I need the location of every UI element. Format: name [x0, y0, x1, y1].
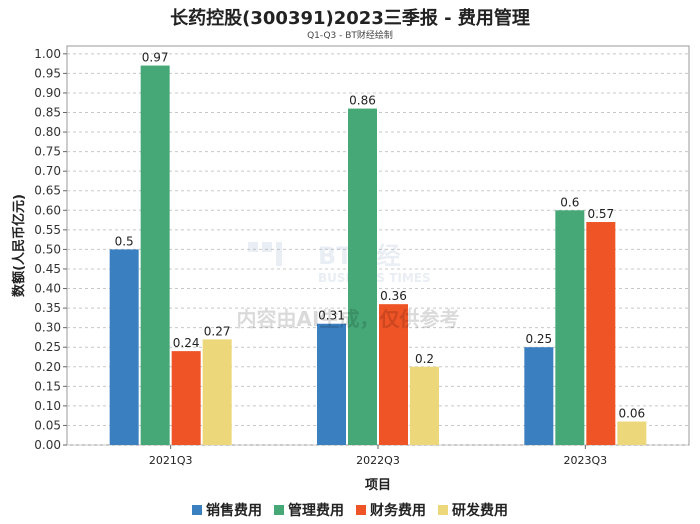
- data-label: 0.25: [525, 332, 552, 346]
- legend-label: 管理费用: [288, 503, 344, 519]
- y-tick-label: 0.20: [34, 360, 61, 374]
- bar: [410, 366, 439, 445]
- y-tick-label: 0.05: [34, 418, 61, 432]
- legend-swatch: [438, 505, 448, 515]
- data-label: 0.5: [115, 234, 134, 248]
- watermark-logo-mark: [248, 242, 258, 252]
- y-tick-label: 0.90: [34, 86, 61, 100]
- x-tick-label: 2021Q3: [149, 454, 193, 467]
- chart-title: 长药控股(300391)2023三季报 - 费用管理: [170, 8, 530, 29]
- data-label: 0.27: [204, 324, 231, 338]
- bar: [555, 210, 585, 445]
- y-tick-label: 0.65: [34, 184, 61, 198]
- watermark-logo-mark: [276, 242, 282, 266]
- y-tick-label: 0.25: [34, 340, 61, 354]
- legend-item: 销售费用: [192, 500, 262, 520]
- bar: [524, 347, 554, 445]
- legend-label: 研发费用: [452, 503, 508, 519]
- y-tick-label: 0.00: [34, 438, 61, 452]
- y-tick-label: 0.35: [34, 301, 61, 315]
- y-tick-label: 0.30: [34, 321, 61, 335]
- y-tick-label: 0.85: [34, 106, 61, 120]
- data-label: 0.97: [142, 51, 169, 65]
- data-label: 0.57: [587, 207, 614, 221]
- x-tick-label: 2022Q3: [356, 454, 400, 467]
- legend-item: 财务费用: [356, 500, 426, 520]
- data-labels: 0.5 0.97 0.24 0.27 0.31 0.86 0.36 0.2 0.25 0.6 0.5…: [115, 51, 646, 421]
- y-tick-label: 1.00: [34, 47, 61, 61]
- y-tick-label: 0.80: [34, 125, 61, 139]
- y-tick-label: 0.75: [34, 145, 61, 159]
- data-label: 0.06: [618, 407, 645, 421]
- y-tick-label: 0.45: [34, 262, 61, 276]
- data-label: 0.36: [380, 289, 407, 303]
- y-tick-label: 0.10: [34, 399, 61, 413]
- watermark-notice: 内容由AI生成，仅供参考: [237, 307, 460, 331]
- y-tick-label: 0.50: [34, 242, 61, 256]
- watermark-logo-mark: [262, 242, 272, 252]
- legend-swatch: [274, 505, 284, 515]
- legend-item: 管理费用: [274, 500, 344, 520]
- x-axis: 2021Q3 2022Q3 2023Q3: [149, 445, 607, 467]
- grid-lines: [67, 53, 689, 446]
- bars: [109, 65, 647, 446]
- legend: 销售费用 管理费用 财务费用 研发费用: [0, 500, 700, 520]
- data-label: 0.6: [560, 195, 579, 209]
- bar: [140, 65, 170, 445]
- legend-swatch: [192, 505, 202, 515]
- legend-item: 研发费用: [438, 500, 508, 520]
- bar: [379, 304, 408, 445]
- bar: [109, 249, 139, 445]
- y-tick-label: 0.55: [34, 223, 61, 237]
- bar: [171, 351, 201, 445]
- legend-label: 销售费用: [206, 503, 262, 519]
- data-label: 0.24: [173, 336, 200, 350]
- bar: [617, 421, 647, 445]
- y-tick-label: 0.70: [34, 164, 61, 178]
- x-axis-label: 项目: [365, 478, 391, 493]
- y-tick-label: 0.60: [34, 203, 61, 217]
- y-tick-label: 0.15: [34, 379, 61, 393]
- x-tick-label: 2023Q3: [564, 454, 608, 467]
- bar: [586, 222, 616, 445]
- y-axis: 0.00 0.05 0.10 0.15 0.20 0.25 0.30 0.35 0.40 0.45…: [34, 47, 67, 452]
- bar: [348, 108, 377, 446]
- bar-chart: BT财经 BUSINESS TIMES 0.50.970.240.270.310…: [11, 45, 690, 493]
- y-tick-label: 0.40: [34, 282, 61, 296]
- chart-subtitle: Q1-Q3 - BT财经绘制: [307, 31, 393, 41]
- legend-label: 财务费用: [370, 503, 426, 519]
- legend-swatch: [356, 505, 366, 515]
- y-axis-label: 数额(人民币亿元): [11, 194, 27, 297]
- data-label: 0.86: [349, 94, 376, 108]
- bar: [317, 323, 346, 445]
- bar: [202, 339, 232, 445]
- data-label: 0.31: [318, 309, 345, 323]
- data-label: 0.2: [415, 352, 434, 366]
- y-tick-label: 0.95: [34, 66, 61, 80]
